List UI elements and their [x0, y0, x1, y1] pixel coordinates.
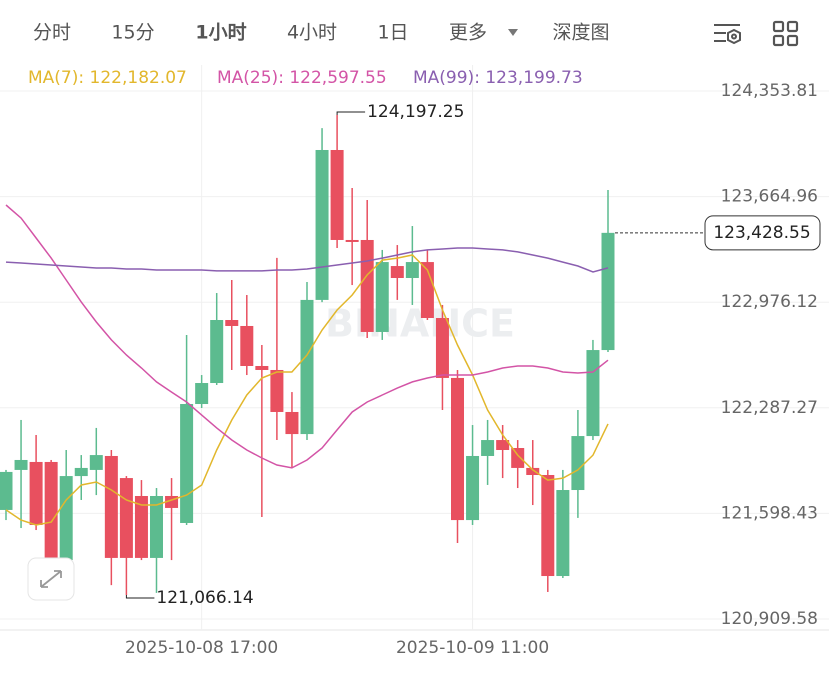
candle-body: [375, 262, 389, 332]
candle-body: [481, 440, 495, 456]
candle-body: [0, 471, 13, 510]
candle-body: [89, 455, 103, 470]
candle-body: [435, 318, 449, 378]
tab[interactable]: 1日: [377, 22, 408, 44]
legend-name: MA(25): [217, 68, 278, 88]
tab[interactable]: 更多: [449, 22, 487, 44]
candle-body: [571, 436, 585, 491]
candle-body: [119, 478, 133, 558]
legend-value: 122,182.07: [90, 68, 187, 88]
y-tick-label: 124,353.81: [721, 81, 818, 101]
ma-line: [5, 204, 609, 469]
candle-body: [225, 320, 239, 326]
candle-body: [420, 262, 434, 319]
timeframe-tabs: 分时 15分 1小时 4小时 1日 更多 深度图: [33, 22, 610, 44]
legend-entry: MA(7): 122,182.07: [28, 68, 187, 88]
candle-body: [466, 455, 480, 521]
high-marker: [336, 111, 366, 115]
candle-body: [14, 459, 28, 470]
tab[interactable]: 1小时: [195, 22, 246, 44]
expand-button[interactable]: [27, 557, 75, 601]
y-tick-label: 121,598.43: [721, 503, 818, 523]
candle-body: [195, 383, 209, 405]
candle-body: [104, 455, 118, 558]
legend-value: 122,597.55: [289, 68, 386, 88]
low-label: 121,066.14: [156, 588, 253, 608]
candle-body: [29, 461, 43, 525]
layout-icon[interactable]: [772, 20, 799, 47]
tab[interactable]: 4小时: [287, 22, 337, 44]
tab[interactable]: 分时: [33, 22, 71, 44]
candle-body: [511, 448, 525, 468]
ma-line: [5, 247, 609, 273]
tab[interactable]: 深度图: [552, 22, 609, 44]
ma-legend: MA(7): 122,182.07 MA(25): 122,597.55 MA(99…: [28, 68, 583, 88]
legend-name: MA(7): [28, 68, 78, 88]
x-tick-label: 2025-10-08 17:00: [125, 638, 278, 658]
dropdown-arrow[interactable]: [508, 29, 518, 36]
candle-body: [74, 467, 88, 477]
candle-body: [180, 404, 194, 523]
legend-separator: :: [78, 68, 89, 88]
candle-body: [285, 411, 299, 435]
y-tick-label: 120,909.58: [721, 609, 818, 629]
watermark: BINANCE: [325, 302, 515, 346]
legend-separator: :: [278, 68, 289, 88]
y-tick-label: 122,976.12: [721, 292, 818, 312]
candle-body: [526, 467, 540, 475]
candle-body: [44, 461, 58, 561]
indicator-settings-icon[interactable]: [714, 24, 741, 45]
ma-line: [5, 254, 609, 526]
candle-body: [300, 299, 314, 435]
legend-entry: MA(99): 123,199.73: [413, 68, 583, 88]
candle-body: [240, 325, 254, 366]
candle-body: [586, 350, 600, 437]
y-tick-label: 123,664.96: [721, 187, 818, 207]
candle-body: [255, 365, 269, 370]
tab[interactable]: 15分: [111, 22, 154, 44]
candle-body: [405, 262, 419, 278]
candle-body: [330, 149, 344, 240]
x-tick-label: 2025-10-09 11:00: [396, 638, 549, 658]
y-tick-label: 122,287.27: [721, 398, 818, 418]
candle-body: [134, 495, 148, 558]
low-marker: [125, 595, 155, 599]
last-price-label: 123,428.55: [713, 223, 810, 243]
legend-entry: MA(25): 122,597.55: [217, 68, 387, 88]
candle-body: [165, 495, 179, 508]
candle-body: [390, 266, 404, 278]
candle-body: [601, 232, 615, 351]
candle-body: [270, 369, 284, 412]
legend-separator: :: [474, 68, 485, 88]
plot: [0, 114, 615, 596]
legend-value: 123,199.73: [485, 68, 582, 88]
annotations: 124,197.25 121,066.14 123,428.55: [125, 102, 821, 608]
candle-body: [451, 377, 464, 521]
candle-body: [541, 474, 555, 577]
candle-body: [210, 320, 224, 384]
candle-body: [496, 440, 510, 451]
last-price-box: [704, 215, 821, 251]
candle-body: [360, 239, 374, 332]
candle-body: [315, 149, 329, 300]
candle-body: [150, 495, 163, 558]
high-label: 124,197.25: [367, 102, 464, 122]
candle-body: [59, 476, 73, 561]
candle-body: [345, 239, 359, 242]
grid: 124,353.81 123,664.96 122,976.12 122,287.27…: [0, 65, 829, 658]
candle-body: [556, 490, 570, 577]
legend-name: MA(99): [413, 68, 474, 88]
